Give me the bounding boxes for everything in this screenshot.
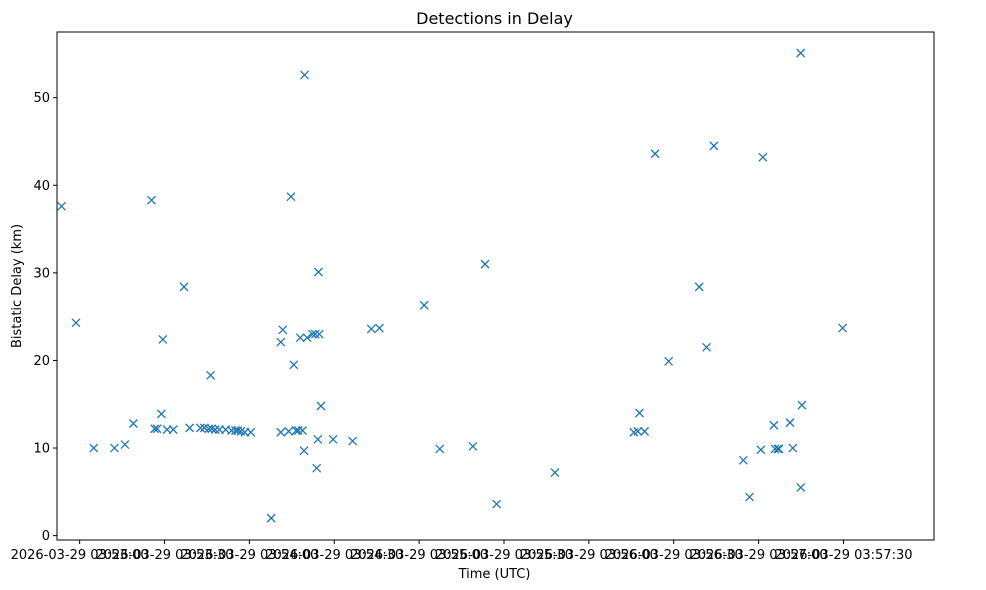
data-point — [773, 444, 783, 454]
data-point — [207, 424, 217, 434]
data-point — [168, 425, 178, 435]
data-point — [788, 443, 798, 453]
data-point — [797, 400, 807, 410]
data-point — [299, 446, 309, 456]
x-axis-label: Time (UTC) — [458, 567, 531, 582]
data-point — [233, 426, 243, 435]
y-tick-label: 50 — [33, 91, 50, 106]
data-point — [745, 492, 755, 502]
data-point — [152, 424, 162, 434]
chart-title: Detections in Delay — [416, 9, 573, 28]
data-point — [312, 463, 322, 473]
data-point — [756, 445, 766, 455]
data-point — [156, 409, 166, 419]
data-point — [300, 70, 309, 80]
x-tick-label: 2026-03-29 03:56:00 — [520, 548, 658, 563]
data-point — [435, 444, 445, 454]
data-point — [492, 499, 502, 509]
data-points — [57, 48, 848, 523]
data-point — [109, 443, 119, 453]
data-point — [348, 436, 358, 446]
data-point — [147, 195, 156, 205]
data-point — [286, 192, 296, 202]
data-point — [709, 141, 719, 151]
data-point — [57, 201, 66, 211]
x-tick-label: 2026-03-29 03:53:30 — [95, 548, 233, 563]
data-point — [179, 282, 189, 292]
x-tick-label: 2026-03-29 03:56:30 — [605, 548, 743, 563]
data-point — [158, 334, 168, 344]
x-tick-label: 2026-03-29 03:57:00 — [690, 548, 828, 563]
data-point — [289, 360, 299, 370]
data-point — [635, 408, 644, 418]
data-point — [278, 325, 288, 335]
data-point — [664, 356, 674, 366]
x-tick-label: 2026-03-29 03:55:30 — [435, 548, 573, 563]
data-point — [550, 468, 560, 478]
data-point — [195, 423, 205, 433]
data-point — [276, 337, 286, 347]
x-tick-label: 2026-03-29 03:54:30 — [265, 548, 403, 563]
data-point — [293, 426, 303, 435]
data-point — [650, 149, 660, 159]
data-point — [796, 482, 806, 492]
data-point — [468, 441, 478, 451]
data-point — [313, 267, 323, 277]
data-point — [206, 370, 216, 380]
data-point — [210, 425, 220, 435]
plot-frame — [56, 31, 935, 541]
x-tick-label: 2026-03-29 03:53:00 — [11, 548, 149, 563]
data-point — [246, 427, 256, 437]
data-point — [310, 329, 320, 339]
data-point — [308, 329, 317, 339]
y-tick-label: 30 — [33, 266, 50, 281]
data-point — [295, 333, 305, 343]
data-point — [328, 434, 338, 444]
data-point — [276, 427, 286, 437]
x-tick-label: 2026-03-29 03:55:00 — [350, 548, 488, 563]
data-point — [796, 48, 806, 58]
data-point — [702, 342, 712, 352]
data-point — [71, 318, 81, 328]
data-point — [120, 440, 130, 449]
data-point — [291, 426, 301, 435]
data-point — [785, 418, 795, 428]
data-point — [419, 300, 429, 310]
data-point — [758, 152, 768, 162]
data-point — [316, 401, 326, 411]
x-tick-label: 2026-03-29 03:57:30 — [774, 548, 912, 563]
data-point — [838, 323, 848, 333]
data-point — [375, 323, 384, 333]
data-point — [314, 329, 324, 339]
data-point — [774, 444, 784, 454]
data-point — [266, 513, 276, 523]
y-tick-label: 0 — [42, 529, 50, 544]
data-point — [284, 426, 294, 436]
data-point — [738, 455, 748, 465]
y-tick-label: 10 — [33, 442, 50, 457]
data-point — [185, 423, 195, 433]
y-tick-label: 40 — [33, 179, 50, 194]
data-point — [150, 424, 160, 434]
data-point — [89, 443, 99, 453]
data-point — [128, 419, 138, 428]
data-point — [633, 426, 643, 436]
x-tick-label: 2026-03-29 03:54:00 — [180, 548, 318, 563]
data-point — [298, 426, 308, 435]
data-point — [366, 324, 376, 334]
y-tick-label: 20 — [33, 354, 50, 369]
data-point — [313, 434, 323, 444]
data-point — [480, 259, 490, 269]
data-point — [770, 444, 780, 454]
y-axis-label: Bistatic Delay (km) — [10, 224, 25, 348]
data-point — [640, 426, 650, 436]
data-point — [769, 420, 779, 430]
data-point — [302, 333, 312, 343]
data-point — [694, 282, 704, 292]
y-axis: 0 10 20 30 40 50 — [33, 91, 57, 544]
